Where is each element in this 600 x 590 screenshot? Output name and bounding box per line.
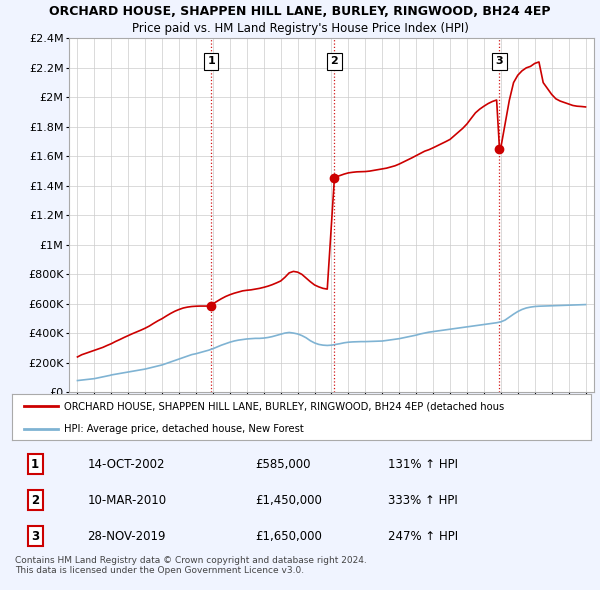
Text: 14-OCT-2002: 14-OCT-2002 — [87, 458, 165, 471]
Text: 247% ↑ HPI: 247% ↑ HPI — [388, 530, 458, 543]
Text: £1,650,000: £1,650,000 — [255, 530, 322, 543]
Text: 2: 2 — [331, 57, 338, 66]
Text: Contains HM Land Registry data © Crown copyright and database right 2024.
This d: Contains HM Land Registry data © Crown c… — [15, 556, 367, 575]
Text: 1: 1 — [31, 458, 39, 471]
Text: 3: 3 — [496, 57, 503, 66]
Text: HPI: Average price, detached house, New Forest: HPI: Average price, detached house, New … — [64, 424, 304, 434]
Text: 131% ↑ HPI: 131% ↑ HPI — [388, 458, 458, 471]
Text: 28-NOV-2019: 28-NOV-2019 — [87, 530, 166, 543]
Text: Price paid vs. HM Land Registry's House Price Index (HPI): Price paid vs. HM Land Registry's House … — [131, 22, 469, 35]
Text: ORCHARD HOUSE, SHAPPEN HILL LANE, BURLEY, RINGWOOD, BH24 4EP: ORCHARD HOUSE, SHAPPEN HILL LANE, BURLEY… — [49, 5, 551, 18]
Text: £585,000: £585,000 — [255, 458, 311, 471]
Text: 333% ↑ HPI: 333% ↑ HPI — [388, 494, 458, 507]
Text: 3: 3 — [31, 530, 39, 543]
Text: ORCHARD HOUSE, SHAPPEN HILL LANE, BURLEY, RINGWOOD, BH24 4EP (detached hous: ORCHARD HOUSE, SHAPPEN HILL LANE, BURLEY… — [64, 401, 505, 411]
Text: 10-MAR-2010: 10-MAR-2010 — [87, 494, 166, 507]
Text: 1: 1 — [208, 57, 215, 66]
Text: £1,450,000: £1,450,000 — [255, 494, 322, 507]
Text: 2: 2 — [31, 494, 39, 507]
